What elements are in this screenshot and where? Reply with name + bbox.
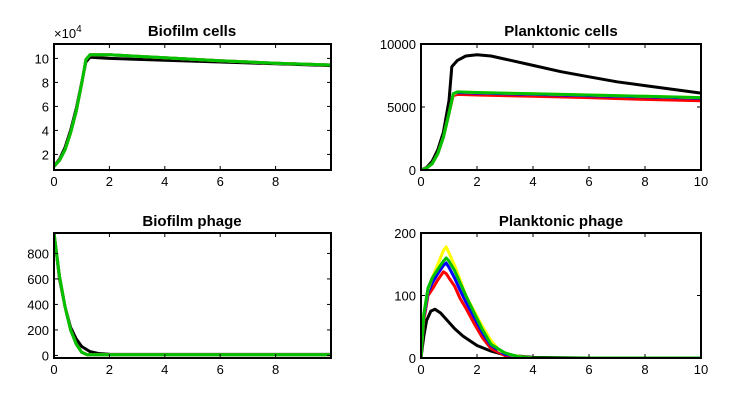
chart-title: Biofilm phage: [142, 213, 241, 230]
y-tick-label: 0: [409, 163, 416, 178]
panel-planktonic-cells: Planktonic cells 0 2 4 6 8 10 0 5000 10000: [380, 23, 708, 189]
x-tick-label: 4: [161, 362, 168, 377]
x-tick-label: 10: [694, 174, 708, 189]
x-tick-label: 0: [417, 362, 424, 377]
x-tick-label: 4: [529, 174, 536, 189]
plot-area: [54, 53, 331, 168]
exponent-multiplier: ×104: [54, 24, 82, 41]
y-tick-label: 800: [27, 246, 49, 261]
x-tick-label: 0: [417, 174, 424, 189]
axes-frame: [53, 43, 332, 171]
chart-title: Planktonic cells: [504, 23, 617, 40]
x-tick-label: 4: [529, 362, 536, 377]
y-tick-label: 8: [42, 75, 49, 90]
y-tick-label: 100: [394, 289, 416, 304]
y-tick-label: 10000: [380, 37, 416, 52]
panel-biofilm-phage: Biofilm phage 0 2 4 6 8 0 200 400 600 800: [27, 213, 332, 377]
plot-area: [421, 53, 701, 170]
series-line-green: [54, 53, 331, 168]
x-tick-label: 2: [106, 174, 113, 189]
x-tick-label: 6: [585, 174, 592, 189]
series-line-green: [421, 90, 701, 170]
chart-title: Planktonic phage: [499, 213, 623, 230]
x-tick-label: 8: [641, 174, 648, 189]
axes-frame: [53, 232, 332, 359]
x-tick-label: 6: [217, 362, 224, 377]
y-tick-label: 0: [409, 351, 416, 366]
y-tick-label: 6: [42, 99, 49, 114]
x-tick-label: 8: [272, 174, 279, 189]
x-tick-label: 6: [585, 362, 592, 377]
y-tick-label: 2: [42, 147, 49, 162]
y-tick-label: 4: [42, 123, 49, 138]
x-tick-label: 0: [50, 362, 57, 377]
y-tick-label: 10: [35, 51, 49, 66]
plot-area: [54, 233, 331, 357]
y-tick-label: 200: [27, 323, 49, 338]
series-line-green: [54, 233, 331, 357]
x-tick-label: 0: [50, 174, 57, 189]
x-tick-label: 6: [217, 174, 224, 189]
x-tick-label: 8: [272, 362, 279, 377]
y-tick-label: 5000: [387, 100, 416, 115]
x-tick-label: 2: [473, 362, 480, 377]
y-tick-label: 400: [27, 297, 49, 312]
y-tick-label: 0: [42, 348, 49, 363]
x-tick-label: 2: [106, 362, 113, 377]
x-tick-label: 4: [161, 174, 168, 189]
x-tick-label: 2: [473, 174, 480, 189]
chart-title: Biofilm cells: [148, 23, 236, 40]
x-tick-label: 10: [694, 362, 708, 377]
y-tick-label: 200: [394, 226, 416, 241]
y-tick-label: 600: [27, 272, 49, 287]
x-tick-label: 8: [641, 362, 648, 377]
